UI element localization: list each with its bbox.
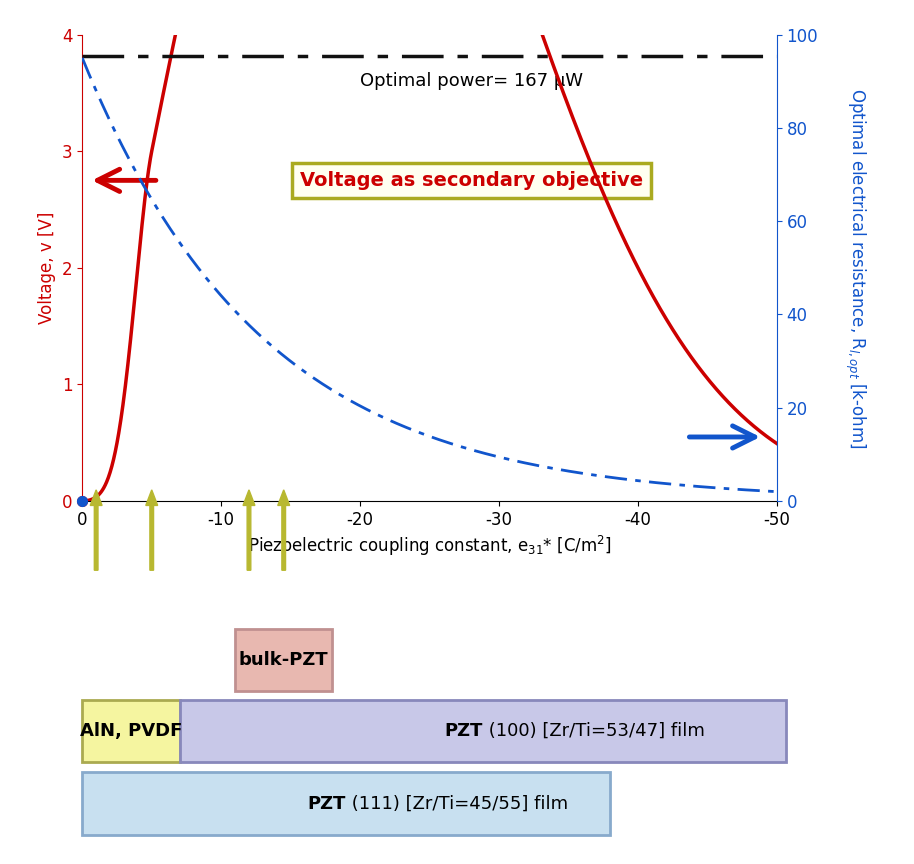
Text: PZT: PZT xyxy=(444,722,483,740)
Text: (111) [Zr/Ti=45/55] film: (111) [Zr/Ti=45/55] film xyxy=(346,795,569,812)
Text: bulk-PZT: bulk-PZT xyxy=(239,651,328,669)
Text: (100) [Zr/Ti=53/47] film: (100) [Zr/Ti=53/47] film xyxy=(483,722,705,740)
X-axis label: Piezoelectric coupling constant, e$_{31}$* [C/m$^2$]: Piezoelectric coupling constant, e$_{31}… xyxy=(248,535,611,558)
Text: PZT: PZT xyxy=(308,795,346,812)
Text: Voltage as secondary objective: Voltage as secondary objective xyxy=(300,171,643,190)
Y-axis label: Voltage, v [V]: Voltage, v [V] xyxy=(38,212,57,324)
Text: AlN, PVDF: AlN, PVDF xyxy=(80,722,182,740)
Text: Optimal power= 167 μW: Optimal power= 167 μW xyxy=(360,73,583,90)
Y-axis label: Optimal electrical resistance, R$_{l,opt}$ [k-ohm]: Optimal electrical resistance, R$_{l,opt… xyxy=(844,87,867,448)
